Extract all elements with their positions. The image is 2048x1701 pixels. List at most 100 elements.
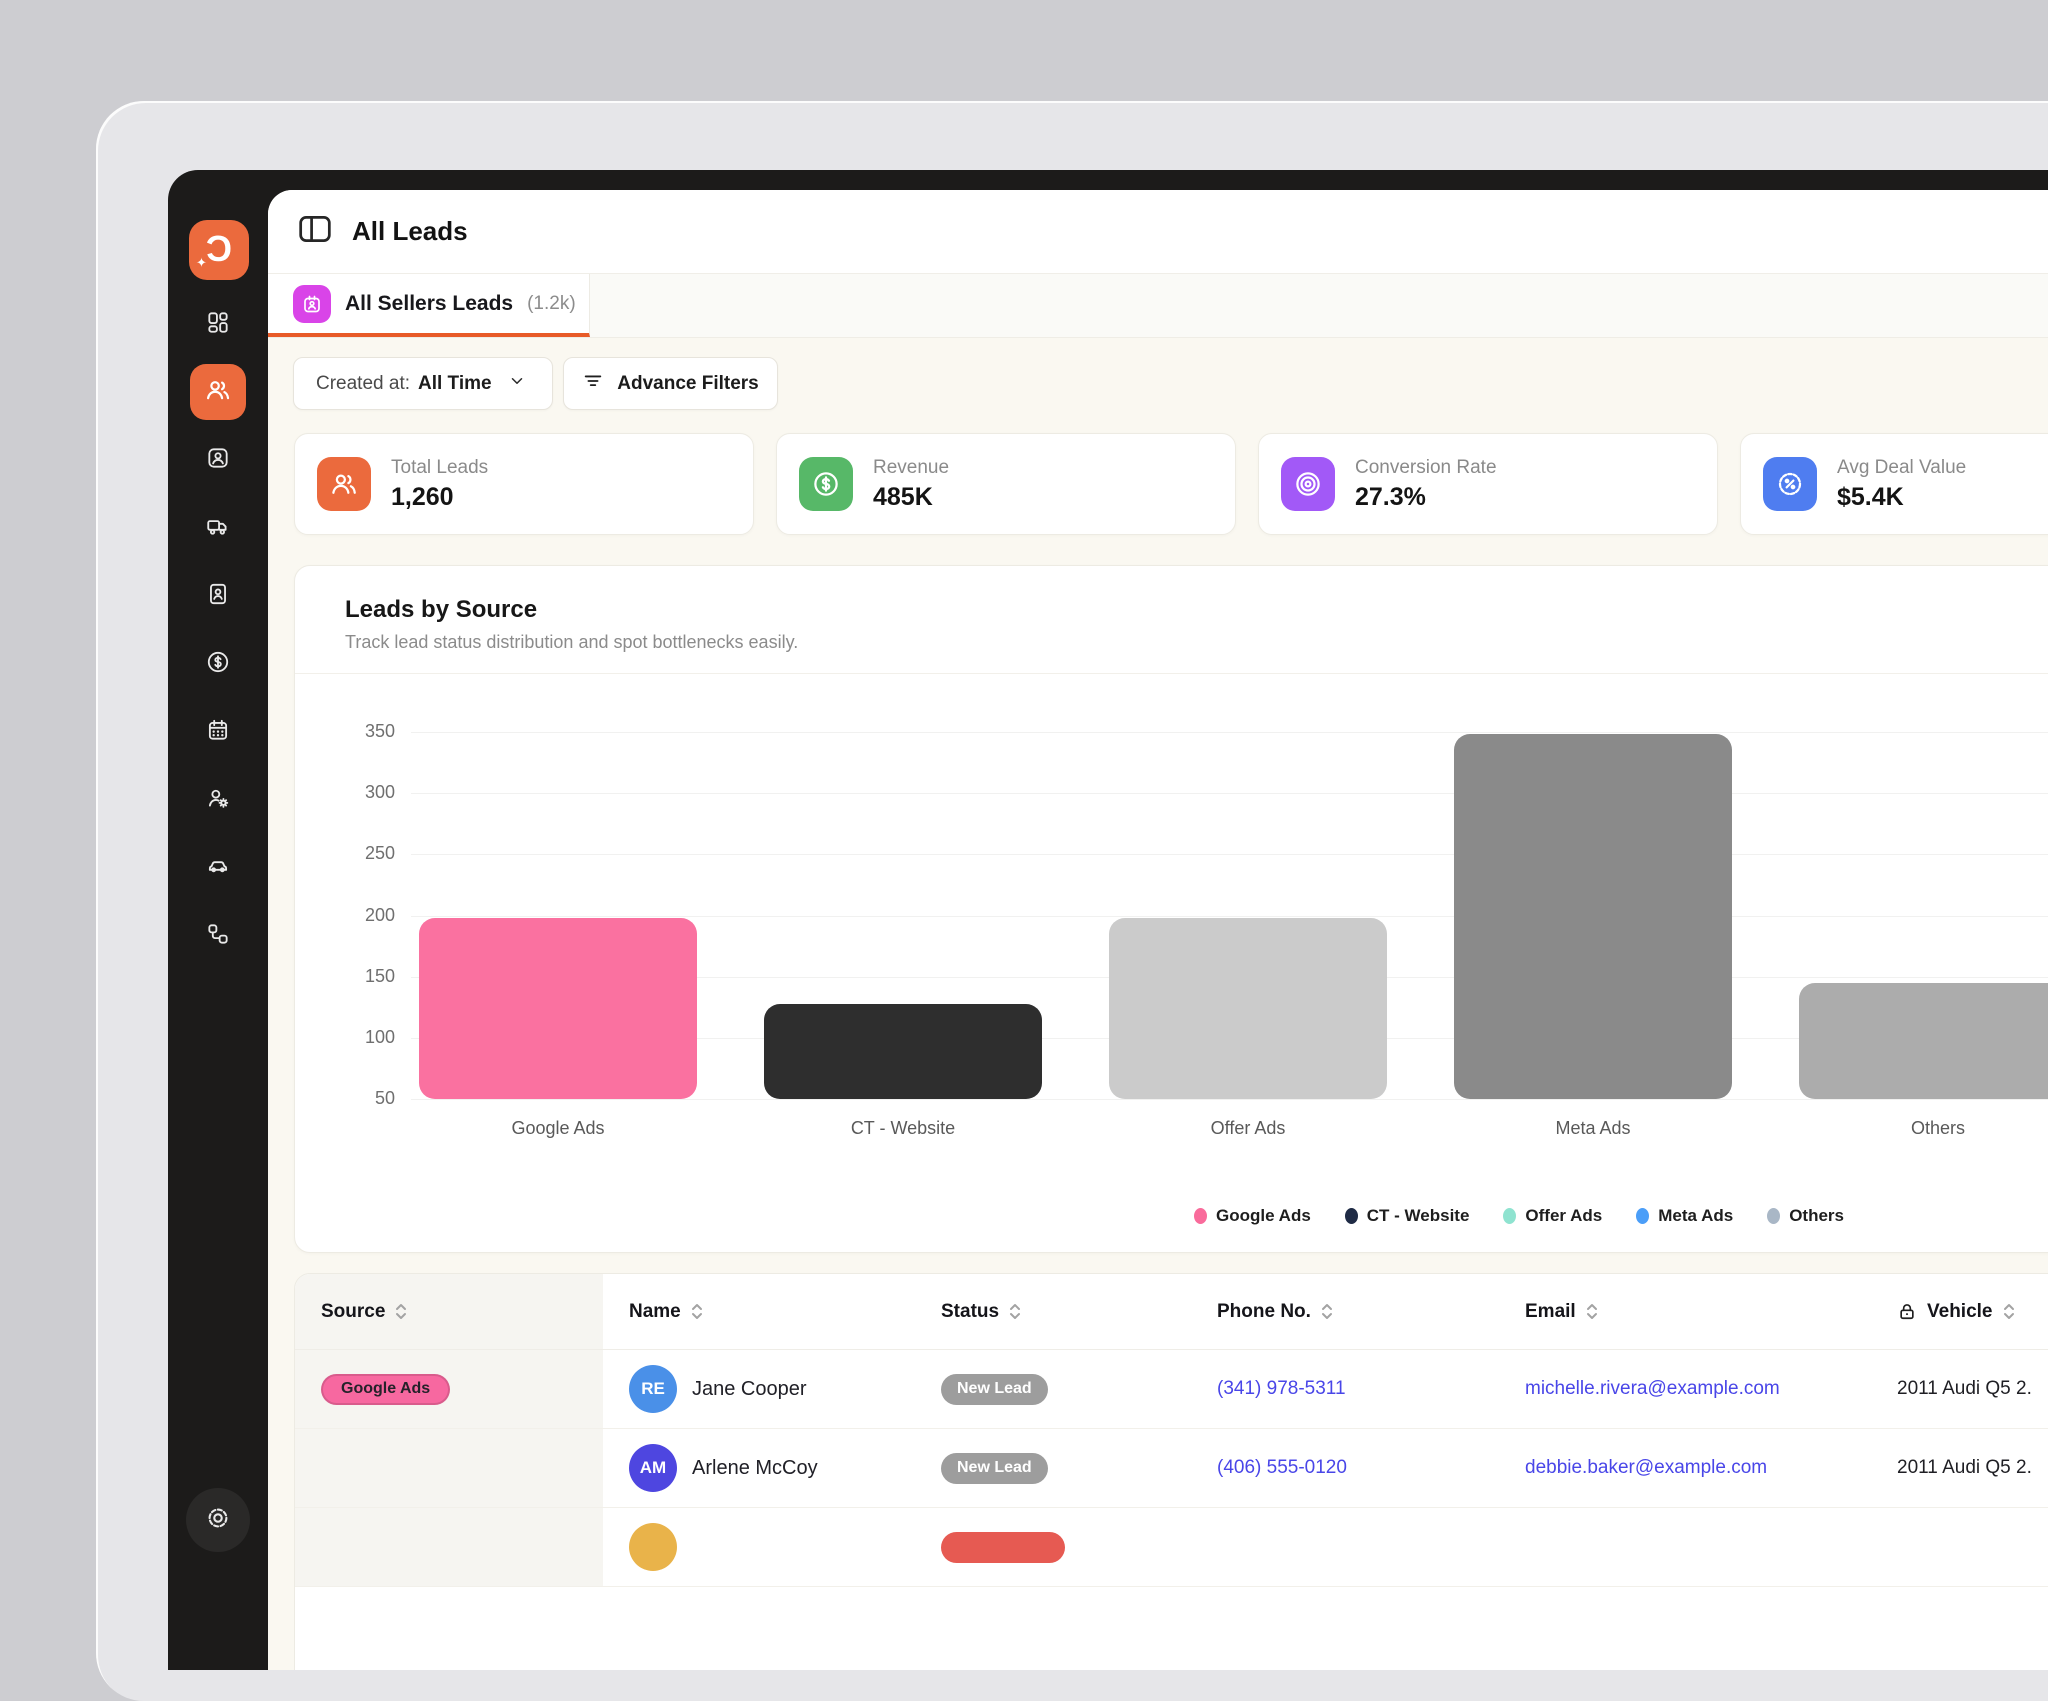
lock-icon <box>1900 1303 1914 1319</box>
table-row[interactable] <box>295 1508 2048 1587</box>
status-badge: New Lead <box>941 1452 1048 1484</box>
sidebar-item-integrations[interactable] <box>190 908 246 964</box>
avatar <box>629 1523 677 1571</box>
column-header-name[interactable]: Name <box>603 1274 915 1349</box>
bar-others <box>1799 982 2048 1099</box>
users-icon <box>204 376 232 409</box>
chart-title: Leads by Source <box>345 596 538 623</box>
workflow-icon <box>205 921 231 952</box>
x-axis-label: Offer Ads <box>1210 1118 1286 1138</box>
contact-card-icon <box>205 445 231 476</box>
y-axis-tick: 350 <box>364 721 395 741</box>
sidebar-item-settings[interactable] <box>186 1488 250 1552</box>
column-label: Source <box>321 1300 386 1322</box>
phone-link[interactable]: (406) 555-0120 <box>1217 1457 1347 1478</box>
y-axis-tick: 50 <box>374 1088 395 1108</box>
y-axis-tick: 200 <box>364 904 395 925</box>
created-at-filter-button[interactable]: Created at: All Time <box>293 357 553 410</box>
sidebar-item-dashboard[interactable] <box>190 296 246 352</box>
column-header-source[interactable]: Source <box>295 1274 603 1349</box>
legend-label: Offer Ads <box>1525 1206 1603 1225</box>
chevron-down-icon <box>500 372 526 396</box>
legend-label: Google Ads <box>1216 1206 1311 1225</box>
content-area: All Leads All Sellers Leads (1.2k) Creat… <box>268 190 2048 1670</box>
sidebar-item-vehicles[interactable] <box>190 840 246 896</box>
vehicle-cell: 2011 Audi Q5 2. <box>1871 1429 2048 1507</box>
avatar: RE <box>629 1365 677 1413</box>
logo-glyph: Ɔ <box>206 228 232 269</box>
gridline <box>411 1099 2048 1100</box>
chart-subtitle: Track lead status distribution and spot … <box>345 632 799 652</box>
car-icon <box>205 853 231 884</box>
legend-dot <box>1194 1208 1208 1224</box>
table-row[interactable]: AM Arlene McCoy New Lead (406) 555-0120 debb… <box>295 1429 2048 1508</box>
sort-icon[interactable] <box>1321 1303 1333 1320</box>
email-link[interactable]: michelle.rivera@example.com <box>1525 1378 1780 1399</box>
legend-item-others[interactable]: Others <box>1767 1206 1844 1226</box>
vehicle-cell: 2011 Audi Q5 2. <box>1871 1350 2048 1428</box>
sidebar-item-documents[interactable] <box>190 568 246 624</box>
stat-label: Conversion Rate <box>1355 456 1497 478</box>
stat-value: $5.4K <box>1837 482 1904 511</box>
email-link[interactable]: debbie.baker@example.com <box>1525 1457 1768 1478</box>
advance-filters-button[interactable]: Advance Filters <box>563 357 778 410</box>
sidebar-item-leads[interactable] <box>190 364 246 420</box>
phone-link[interactable]: (341) 978-5311 <box>1217 1378 1346 1399</box>
column-header-phone[interactable]: Phone No. <box>1191 1274 1499 1349</box>
vehicle-cell <box>1871 1508 2048 1586</box>
sidebar-item-calendar[interactable] <box>190 704 246 760</box>
sort-icon[interactable] <box>1009 1303 1021 1320</box>
stat-card-conversion-rate: Conversion Rate 27.3% <box>1258 433 1718 535</box>
source-badge: Google Ads <box>321 1373 451 1405</box>
column-header-status[interactable]: Status <box>915 1274 1191 1349</box>
sidebar-item-contacts[interactable] <box>190 432 246 488</box>
page-title: All Leads <box>352 216 468 246</box>
sidebar-item-payments[interactable] <box>190 636 246 692</box>
source-cell: Google Ads <box>295 1350 603 1428</box>
sort-icon[interactable] <box>395 1303 407 1320</box>
table-row[interactable]: Google Ads RE Jane Cooper New Lead (341) 978… <box>295 1350 2048 1429</box>
sort-icon[interactable] <box>691 1303 703 1320</box>
name-cell <box>603 1508 915 1586</box>
sort-icon[interactable] <box>1586 1303 1598 1320</box>
user-gear-icon <box>205 785 231 816</box>
column-label: Email <box>1525 1300 1576 1322</box>
sort-icon[interactable] <box>2003 1303 2015 1320</box>
sidebar-item-user-settings[interactable] <box>190 772 246 828</box>
legend-item-google-ads[interactable]: Google Ads <box>1194 1206 1311 1226</box>
legend-dot <box>1767 1208 1781 1224</box>
sidebar-item-deliveries[interactable] <box>190 500 246 556</box>
gridline <box>411 793 2048 795</box>
advance-filters-label: Advance Filters <box>617 372 759 394</box>
main-panel: Created at: All Time Advance Filters Tot… <box>268 338 2048 1670</box>
stat-label: Revenue <box>873 456 950 478</box>
app-logo: Ɔ ✦ <box>189 220 249 280</box>
dashboard-icon <box>205 309 231 340</box>
legend-item-ct-website[interactable]: CT - Website <box>1344 1206 1470 1226</box>
column-header-vehicle[interactable]: Vehicle <box>1871 1274 2048 1349</box>
column-header-email[interactable]: Email <box>1499 1274 1871 1349</box>
status-badge: New Lead <box>941 1373 1048 1405</box>
y-axis-tick: 250 <box>364 843 395 864</box>
legend-dot <box>1344 1208 1358 1224</box>
tab-all-sellers-leads[interactable]: All Sellers Leads (1.2k) <box>268 274 590 337</box>
legend-label: CT - Website <box>1366 1206 1470 1225</box>
stat-label: Total Leads <box>391 456 489 478</box>
legend-label: Others <box>1789 1206 1844 1225</box>
name-cell: RE Jane Cooper <box>603 1350 915 1428</box>
panel-toggle-icon[interactable] <box>298 214 332 249</box>
x-axis-label: Meta Ads <box>1555 1118 1631 1138</box>
legend-item-meta-ads[interactable]: Meta Ads <box>1636 1206 1733 1226</box>
id-badge-icon <box>293 284 331 323</box>
x-axis-label: Others <box>1910 1118 1966 1138</box>
email-cell: michelle.rivera@example.com <box>1499 1350 1871 1428</box>
phone-cell: (406) 555-0120 <box>1191 1429 1499 1507</box>
stat-label: Avg Deal Value <box>1837 456 1967 478</box>
column-label: Name <box>629 1300 681 1322</box>
table-body: Google Ads RE Jane Cooper New Lead (341) 978… <box>295 1350 2048 1587</box>
status-cell <box>915 1508 1191 1586</box>
percent-badge-icon <box>1763 457 1817 511</box>
legend-item-offer-ads[interactable]: Offer Ads <box>1503 1206 1602 1226</box>
table-header-row: Source Name Status Phone No. <box>295 1274 2048 1350</box>
legend-dot <box>1503 1208 1517 1224</box>
